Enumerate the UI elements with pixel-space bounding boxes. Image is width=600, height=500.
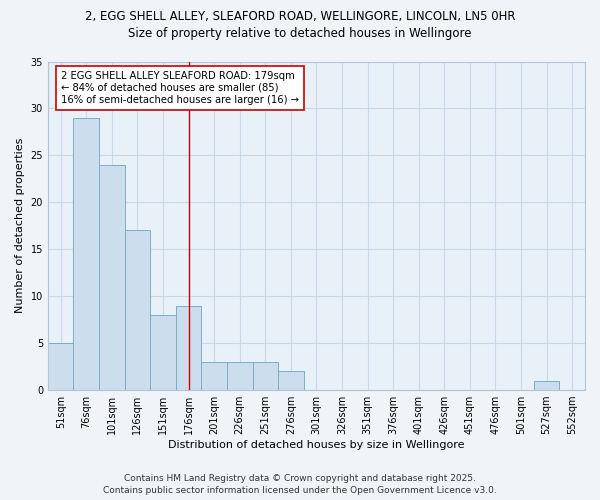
- Bar: [227, 362, 253, 390]
- Bar: [99, 165, 125, 390]
- Bar: [73, 118, 99, 390]
- Bar: [253, 362, 278, 390]
- Bar: [150, 315, 176, 390]
- Text: Contains HM Land Registry data © Crown copyright and database right 2025.
Contai: Contains HM Land Registry data © Crown c…: [103, 474, 497, 495]
- Bar: [534, 380, 559, 390]
- Text: Size of property relative to detached houses in Wellingore: Size of property relative to detached ho…: [128, 28, 472, 40]
- Bar: [278, 372, 304, 390]
- Text: 2, EGG SHELL ALLEY, SLEAFORD ROAD, WELLINGORE, LINCOLN, LN5 0HR: 2, EGG SHELL ALLEY, SLEAFORD ROAD, WELLI…: [85, 10, 515, 23]
- Bar: [176, 306, 202, 390]
- Y-axis label: Number of detached properties: Number of detached properties: [15, 138, 25, 314]
- Bar: [125, 230, 150, 390]
- Bar: [202, 362, 227, 390]
- Bar: [48, 343, 73, 390]
- X-axis label: Distribution of detached houses by size in Wellingore: Distribution of detached houses by size …: [168, 440, 465, 450]
- Text: 2 EGG SHELL ALLEY SLEAFORD ROAD: 179sqm
← 84% of detached houses are smaller (85: 2 EGG SHELL ALLEY SLEAFORD ROAD: 179sqm …: [61, 72, 299, 104]
